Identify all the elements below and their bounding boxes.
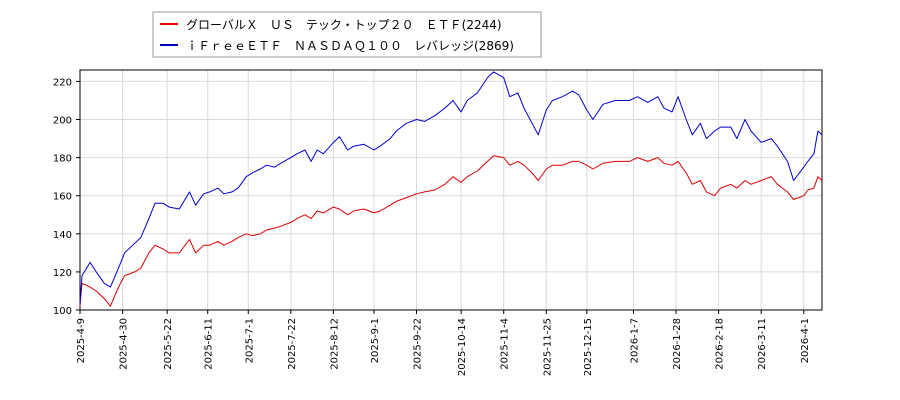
- x-tick-label-9: 2025-10-14: [457, 318, 468, 376]
- x-tick-label-15: 2026-2-18: [715, 318, 726, 370]
- x-tick-label-6: 2025-8-12: [329, 318, 340, 370]
- series-lines: [79, 71, 823, 307]
- x-tick-label-5: 2025-7-22: [287, 318, 298, 370]
- y-tick-label-220: 220: [53, 77, 72, 88]
- legend: グローバルＸ ＵＳ テック・トップ２０ ＥＴＦ(2244) ｉＦｒｅｅＥＴＦ Ｎ…: [152, 11, 542, 58]
- grid: [79, 70, 822, 311]
- x-tick-label-12: 2025-12-15: [583, 318, 594, 376]
- y-tick-label-160: 160: [53, 192, 72, 203]
- x-tick-label-17: 2026-4-1: [800, 318, 811, 363]
- series-line-0: [79, 155, 823, 307]
- axes: 100 120 140 160 180 200 220 2025-4-9 2025-4-30 20…: [53, 69, 823, 376]
- x-tick-label-7: 2025-9-1: [370, 318, 381, 363]
- x-tick-label-3: 2025-6-11: [204, 318, 215, 370]
- x-tick-label-13: 2026-1-7: [629, 318, 640, 363]
- x-tick-label-10: 2025-11-4: [500, 318, 511, 370]
- series-line-1: [79, 71, 823, 305]
- plot-frame: [79, 69, 823, 311]
- y-tick-label-100: 100: [53, 306, 72, 317]
- x-tick-label-8: 2025-9-22: [413, 318, 424, 370]
- y-tick-label-180: 180: [53, 154, 72, 165]
- x-tick-label-0: 2025-4-9: [76, 318, 87, 363]
- x-tick-label-16: 2026-3-11: [757, 318, 768, 370]
- x-tick-label-4: 2025-7-1: [244, 318, 255, 363]
- legend-label-2869: ｉＦｒｅｅＥＴＦ ＮＡＳＤＡＱ１００ レバレッジ(2869): [186, 39, 514, 53]
- y-tick-label-140: 140: [53, 230, 72, 241]
- legend-label-2244: グローバルＸ ＵＳ テック・トップ２０ ＥＴＦ(2244): [186, 18, 502, 32]
- y-tick-label-120: 120: [53, 268, 72, 279]
- legend-box: [152, 11, 542, 58]
- x-tick-label-14: 2026-1-28: [672, 318, 683, 370]
- x-tick-label-2: 2025-5-22: [163, 318, 174, 370]
- x-tick-label-1: 2025-4-30: [119, 318, 130, 370]
- y-tick-label-200: 200: [53, 116, 72, 127]
- x-tick-label-11: 2025-11-25: [542, 318, 553, 376]
